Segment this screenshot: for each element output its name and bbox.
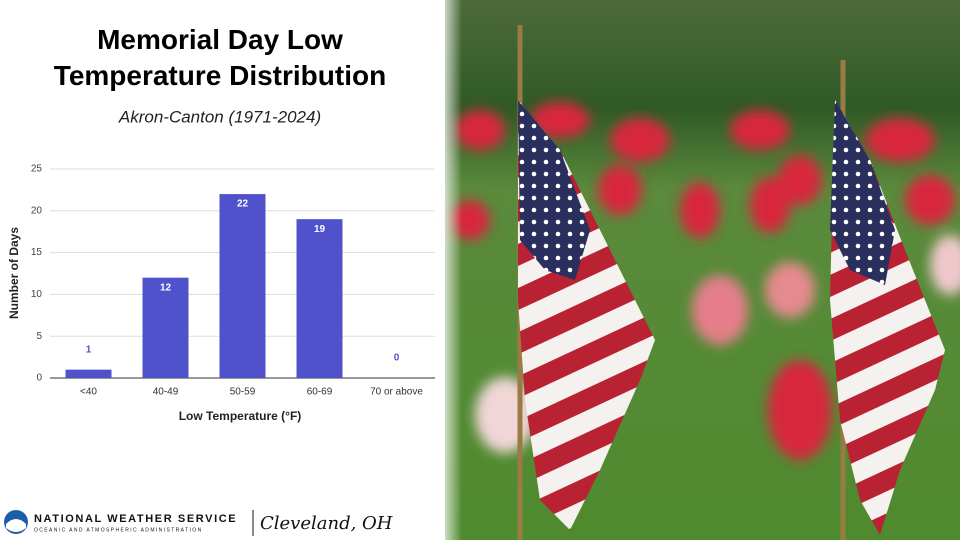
y-tick-label: 10	[31, 289, 43, 300]
bar	[219, 194, 266, 378]
value-label: 1	[86, 344, 92, 355]
y-tick-label: 5	[36, 331, 42, 342]
bar	[296, 219, 343, 378]
x-tick-label: 50-59	[230, 387, 256, 398]
x-axis-label: Low Temperature (°F)	[179, 409, 302, 423]
y-axis-label: Number of Days	[7, 227, 21, 319]
logo-wave	[6, 519, 26, 532]
x-tick-label: 40-49	[153, 387, 179, 398]
value-label: 0	[394, 353, 400, 364]
agency-name: NATIONAL WEATHER SERVICE	[34, 513, 237, 525]
bar	[142, 277, 189, 378]
value-label: 12	[160, 282, 172, 293]
photo	[438, 0, 960, 540]
value-label: 22	[237, 199, 249, 210]
office-name: Cleveland, OH	[260, 513, 393, 534]
x-tick-label: <40	[80, 387, 97, 398]
chart-title: Memorial Day Low Temperature Distribution	[54, 24, 386, 91]
chart-subtitle: Akron-Canton (1971-2024)	[118, 107, 321, 126]
x-tick-label: 60-69	[307, 387, 333, 398]
y-tick-label: 0	[36, 373, 42, 384]
value-label: 19	[314, 224, 326, 235]
x-tick-label: 70 or above	[370, 387, 423, 398]
bar	[65, 369, 112, 378]
y-tick-label: 25	[31, 164, 43, 175]
y-tick-label: 20	[31, 205, 43, 216]
y-tick-label: 15	[31, 247, 43, 258]
subagency-name: OCEANIC AND ATMOSPHERIC ADMINISTRATION	[34, 527, 203, 533]
